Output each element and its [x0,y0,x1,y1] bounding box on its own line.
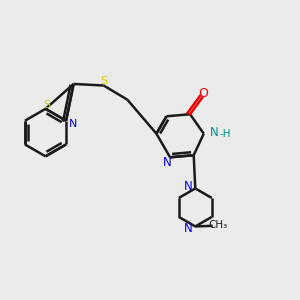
Text: N: N [184,180,193,194]
Text: S: S [100,76,107,86]
Text: N: N [163,156,171,169]
Text: S: S [43,100,50,110]
Text: N: N [69,119,77,129]
Text: CH₃: CH₃ [208,220,228,230]
Text: N: N [184,221,193,235]
Text: N: N [210,126,219,139]
Text: O: O [198,86,208,100]
Text: -H: -H [220,129,231,139]
